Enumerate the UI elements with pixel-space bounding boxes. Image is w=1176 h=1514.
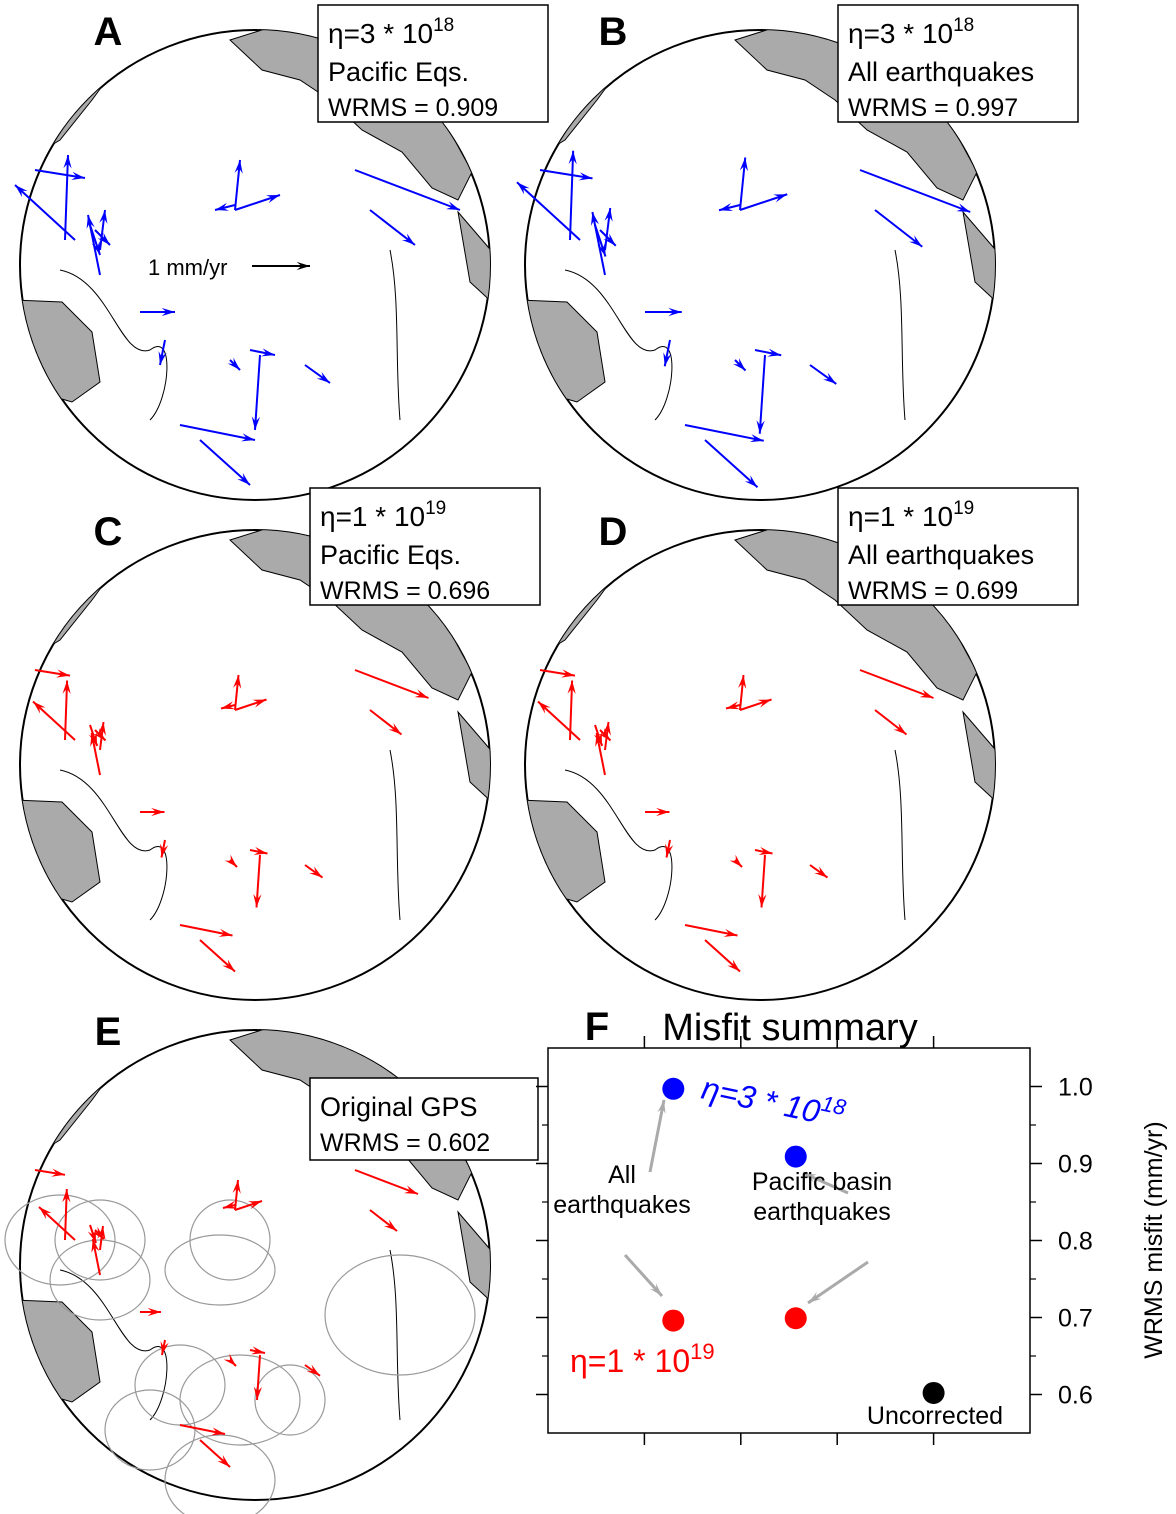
annotation: All — [608, 1161, 636, 1189]
eta-exponent: 18 — [953, 15, 974, 36]
series-label: η=3 * 1018 — [699, 1066, 849, 1135]
map-panel: Cη=1 * 1019 Pacific Eqs. WRMS = 0.696 — [10, 488, 540, 1000]
eta-exponent: 19 — [425, 498, 446, 519]
source-label: Original GPS — [320, 1092, 478, 1122]
data-point — [923, 1382, 945, 1404]
wrms-label: WRMS = 0.699 — [848, 577, 1018, 605]
y-tick-label: 0.6 — [1058, 1382, 1093, 1410]
data-point — [662, 1310, 684, 1332]
wrms-label: WRMS = 0.909 — [328, 94, 498, 122]
annotation: earthquakes — [553, 1191, 691, 1219]
panel-label: D — [599, 510, 628, 554]
wrms-label: WRMS = 0.997 — [848, 94, 1018, 122]
figure: Aη=3 * 1018Pacific Eqs.WRMS = 0.9091 mm/… — [0, 0, 1176, 1514]
series-label: η=1 * 1019 — [570, 1339, 715, 1379]
series-exponent: 19 — [690, 1339, 714, 1364]
wrms-label: WRMS = 0.696 — [320, 577, 490, 605]
scale-label: 1 mm/yr — [148, 255, 227, 280]
source-label: All earthquakes — [848, 57, 1034, 87]
series-name: η=3 * 10 — [699, 1070, 824, 1130]
annotation: earthquakes — [753, 1198, 891, 1226]
map-panel: Bη=3 * 1018 All earthquakes WRMS = 0.997 — [515, 5, 1078, 500]
eta-text: η=3 * 10 — [848, 18, 953, 49]
data-point — [662, 1078, 684, 1100]
y-axis-label: WRMS misfit (mm/yr) — [1140, 1121, 1168, 1358]
data-point — [785, 1146, 807, 1168]
panel-label: E — [95, 1010, 122, 1054]
eta-text: η=1 * 10 — [320, 501, 425, 532]
panel-label: F — [585, 1005, 609, 1049]
panel-label: B — [599, 10, 628, 54]
y-tick-label: 0.7 — [1058, 1305, 1093, 1333]
series-name: η=1 * 10 — [570, 1343, 690, 1379]
y-tick-label: 0.9 — [1058, 1151, 1093, 1179]
map-panel: E Original GPS WRMS = 0.602 — [5, 1010, 538, 1514]
map-panel: Dη=1 * 1019 All earthquakes WRMS = 0.699 — [515, 488, 1078, 1000]
source-label: Pacific Eqs. — [328, 57, 469, 87]
y-tick-label: 0.8 — [1058, 1228, 1093, 1256]
source-label: All earthquakes — [848, 540, 1034, 570]
eta-text: η=1 * 10 — [848, 501, 953, 532]
eta-exponent: 19 — [953, 498, 974, 519]
data-point — [785, 1307, 807, 1329]
series-label: Uncorrected — [867, 1402, 1003, 1430]
vector-arrow — [650, 1100, 664, 1172]
series-exponent: 18 — [819, 1091, 849, 1121]
annotation: Pacific basin — [752, 1168, 892, 1196]
y-tick-label: 1.0 — [1058, 1074, 1093, 1102]
vector-arrow — [808, 1262, 868, 1303]
eta-exponent: 18 — [433, 15, 454, 36]
panel-label: C — [94, 510, 123, 554]
panel-label: A — [94, 10, 123, 54]
eta-text: η=3 * 10 — [328, 18, 433, 49]
wrms-label: WRMS = 0.602 — [320, 1129, 490, 1157]
source-label: Pacific Eqs. — [320, 540, 461, 570]
chart-title: Misfit summary — [662, 1007, 917, 1049]
